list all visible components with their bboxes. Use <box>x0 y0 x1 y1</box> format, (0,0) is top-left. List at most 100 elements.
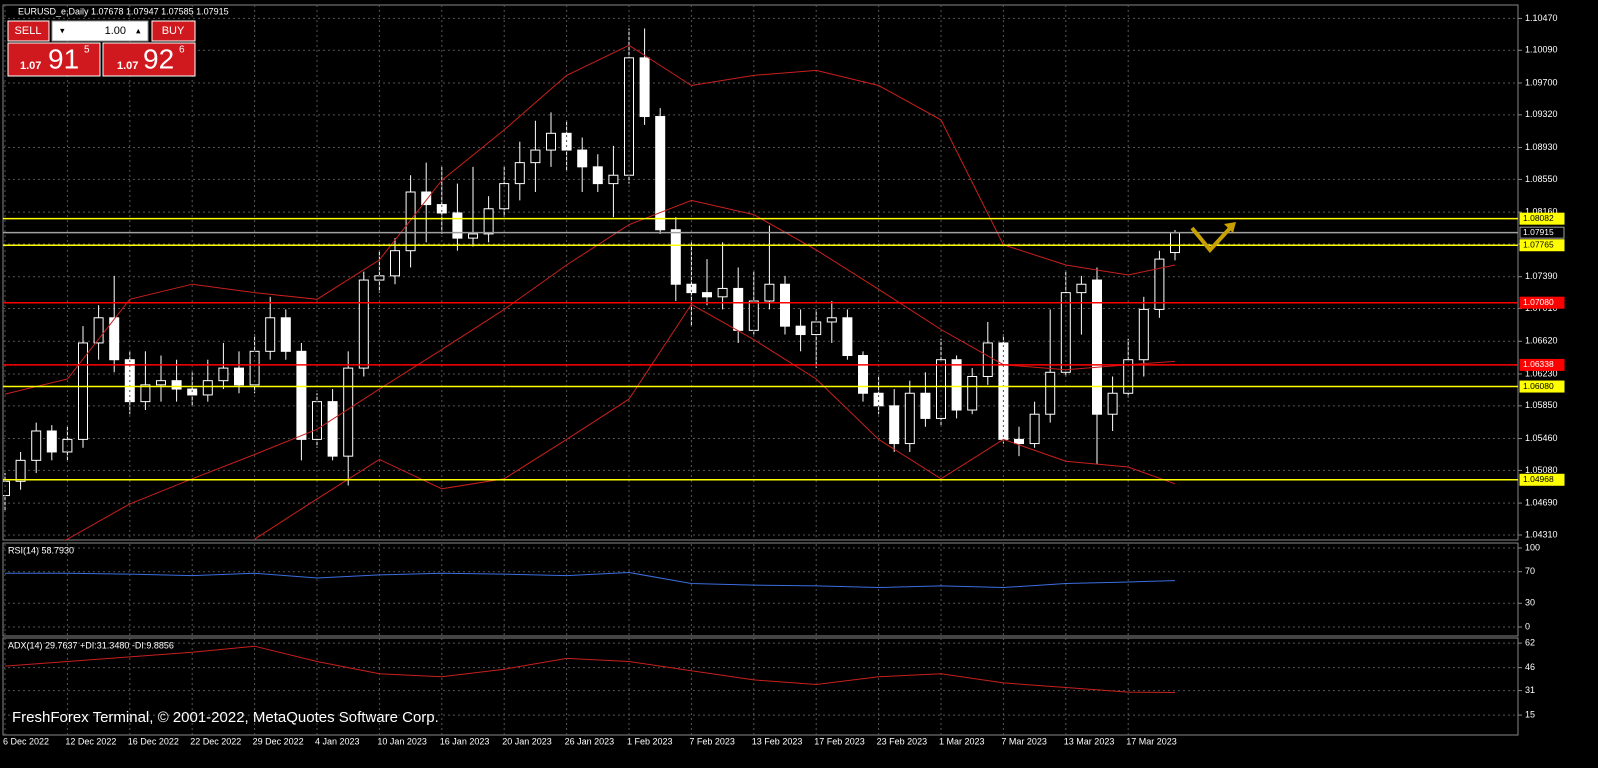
level-label: 1.07080 <box>1523 297 1554 307</box>
candle-body <box>811 321 822 336</box>
y-tick-label: 1.10090 <box>1525 45 1558 55</box>
level-label: 1.06338 <box>1523 359 1554 369</box>
x-tick-label: 29 Dec 2022 <box>253 736 304 746</box>
x-tick-label: 23 Feb 2023 <box>877 736 928 746</box>
lot-value: 1.00 <box>105 25 126 37</box>
buy-label: BUY <box>162 25 185 37</box>
buy-frac: 6 <box>179 45 185 56</box>
band-line <box>4 44 1176 395</box>
y-tick-label: 1.06620 <box>1525 336 1558 346</box>
level-label: 1.06080 <box>1523 381 1554 391</box>
y-tick-label: 1.08930 <box>1525 142 1558 152</box>
level-box <box>1519 226 1565 239</box>
level-label: 1.04968 <box>1523 474 1554 484</box>
y-tick-label: 1.09700 <box>1525 77 1558 87</box>
y-tick-label: 15 <box>1525 709 1535 719</box>
lot-field[interactable] <box>51 20 149 42</box>
sell-button[interactable] <box>7 20 50 42</box>
candle-body <box>436 204 447 214</box>
candle-body <box>1138 308 1149 361</box>
sell-big: 1.07 <box>20 60 41 72</box>
candle-body <box>967 375 978 411</box>
level-box <box>1519 473 1565 486</box>
candle-body <box>358 279 369 369</box>
candle-body <box>31 430 42 461</box>
arrow <box>1190 224 1234 254</box>
sell-frac: 5 <box>84 45 90 56</box>
y-tick-label: 1.07390 <box>1525 271 1558 281</box>
candle-body <box>577 149 588 168</box>
y-tick-label: 1.08550 <box>1525 174 1558 184</box>
x-tick-label: 26 Jan 2023 <box>565 736 615 746</box>
candle-body <box>1154 258 1165 310</box>
candle-body <box>109 317 120 361</box>
candle-body <box>889 405 900 445</box>
candle-body <box>655 116 666 231</box>
candle-body <box>530 149 541 164</box>
candle-body <box>608 174 619 185</box>
x-tick-label: 10 Jan 2023 <box>377 736 427 746</box>
lot-down[interactable]: ▾ <box>60 25 65 35</box>
candle-body <box>265 317 276 352</box>
candle-body <box>842 317 853 357</box>
candle-body <box>1076 283 1087 294</box>
candle-body <box>327 401 338 457</box>
watermark: FreshForex Terminal, © 2001-2022, MetaQu… <box>12 709 439 726</box>
buy-price[interactable] <box>102 42 196 77</box>
sell-price[interactable] <box>7 42 101 77</box>
candle-body <box>920 392 931 419</box>
x-tick-label: 1 Mar 2023 <box>939 736 985 746</box>
adx-panel <box>2 637 1519 736</box>
x-tick-label: 7 Mar 2023 <box>1001 736 1047 746</box>
buy-button[interactable] <box>151 20 196 42</box>
candle-body <box>15 459 26 482</box>
candle-body <box>639 57 650 118</box>
rsi-panel <box>2 542 1519 637</box>
trade-panel: SELL 1.00 ▾ ▴ BUY 1.07 91 5 1.07 92 6 <box>7 20 196 77</box>
candle-body <box>686 283 697 294</box>
indicator-line <box>5 571 1176 589</box>
x-tick-label: 17 Mar 2023 <box>1126 736 1177 746</box>
buy-pips: 92 <box>143 43 174 74</box>
x-tick-label: 4 Jan 2023 <box>315 736 360 746</box>
y-tick-label: 30 <box>1525 598 1535 608</box>
y-tick-label: 1.10470 <box>1525 13 1558 23</box>
price-panel <box>2 4 1519 541</box>
candle-body <box>982 342 993 377</box>
x-tick-label: 16 Jan 2023 <box>440 736 490 746</box>
x-tick-label: 1 Feb 2023 <box>627 736 673 746</box>
candle-body <box>546 132 556 151</box>
candle-body <box>1029 413 1040 445</box>
candle-body <box>717 287 728 298</box>
y-tick-label: 62 <box>1525 638 1535 648</box>
level-label: 1.07765 <box>1523 239 1554 249</box>
lot-up[interactable]: ▴ <box>136 25 141 35</box>
candle-body <box>1092 279 1102 415</box>
x-tick-label: 20 Jan 2023 <box>502 736 552 746</box>
candle-body <box>171 380 182 390</box>
candle-body <box>452 212 463 239</box>
y-tick-label: 70 <box>1525 566 1535 576</box>
candle-body <box>234 367 244 386</box>
x-tick-label: 17 Feb 2023 <box>814 736 865 746</box>
candle-body <box>296 350 307 440</box>
level-box <box>1519 296 1565 309</box>
level-label: 1.08082 <box>1523 213 1554 223</box>
level-box <box>1519 380 1565 393</box>
rsi-title: RSI(14) 58.7930 <box>8 545 74 555</box>
y-tick-label: 0 <box>1525 621 1530 631</box>
candle-body <box>951 359 962 411</box>
y-tick-label: 100 <box>1525 542 1540 552</box>
candle-body <box>3 480 10 497</box>
x-tick-label: 6 Dec 2022 <box>3 736 49 746</box>
chart-title: EURUSD_e,Daily 1.07678 1.07947 1.07585 1… <box>18 6 229 16</box>
sell-pips: 91 <box>48 43 79 74</box>
candle-body <box>421 191 432 206</box>
level-label: 1.07915 <box>1523 227 1554 237</box>
candle-body <box>1014 438 1024 445</box>
y-tick-label: 1.06230 <box>1525 368 1558 378</box>
band-line <box>254 303 1176 540</box>
candle-body <box>1045 371 1056 415</box>
